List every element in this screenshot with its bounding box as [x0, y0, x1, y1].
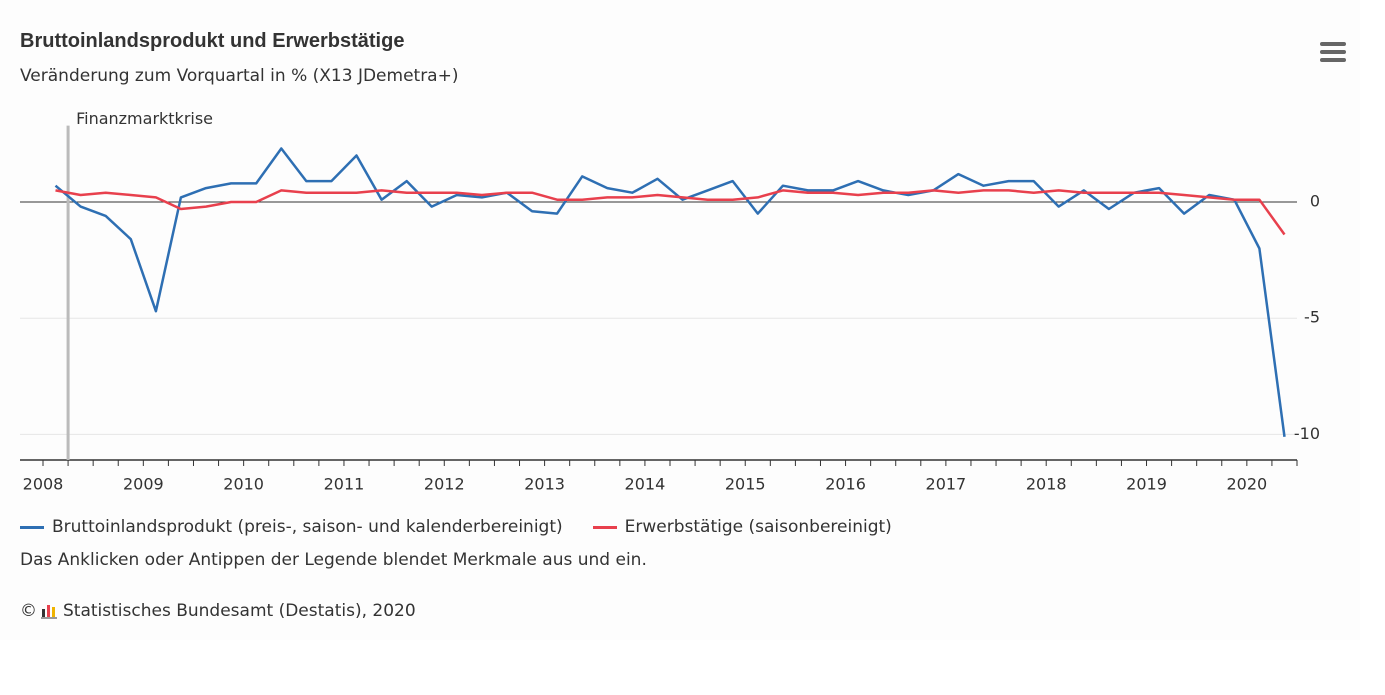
credits-text: Statistisches Bundesamt (Destatis), 2020	[63, 601, 416, 621]
x-tick-label: 2020	[1226, 475, 1267, 494]
x-tick-label: 2011	[324, 475, 365, 494]
x-tick-label: 2019	[1126, 475, 1167, 494]
chart-title: Bruttoinlandsprodukt und Erwerbstätige	[20, 30, 405, 52]
x-tick-label: 2014	[625, 475, 666, 494]
x-tick-label: 2016	[825, 475, 866, 494]
logo	[41, 605, 57, 619]
x-tick-label: 2017	[926, 475, 967, 494]
y-tick-label: 0	[1310, 192, 1320, 211]
x-tick-label: 2008	[23, 475, 64, 494]
legend-item[interactable]: Erwerbstätige (saisonbereinigt)	[592, 517, 892, 537]
legend-swatch	[592, 525, 617, 529]
legend-item[interactable]: Bruttoinlandsprodukt (preis-, saison- un…	[20, 517, 563, 537]
menu-button[interactable]	[1320, 42, 1346, 64]
legend-note: Das Anklicken oder Antippen der Legende …	[20, 550, 647, 570]
x-tick-label: 2013	[524, 475, 565, 494]
credits: © Statistisches Bundesamt (Destatis), 20…	[20, 601, 416, 621]
copyright-icon: ©	[20, 601, 37, 621]
annotation-label: Finanzmarktkrise	[76, 109, 213, 128]
y-tick-label: -10	[1294, 424, 1320, 443]
chart-container: Bruttoinlandsprodukt und Erwerbstätige V…	[20, 30, 1346, 621]
x-tick-label: 2010	[223, 475, 264, 494]
x-tick-label: 2018	[1026, 475, 1067, 494]
legend-label: Bruttoinlandsprodukt (preis-, saison- un…	[52, 517, 563, 537]
chart: -10 -5 0 2008 2009 2010 2011 2012 2013 2014 2015 20…	[20, 109, 1320, 494]
legend-label: Erwerbstätige (saisonbereinigt)	[624, 517, 892, 537]
legend: Bruttoinlandsprodukt (preis-, saison- un…	[20, 517, 892, 537]
legend-swatch	[20, 525, 44, 529]
data-line	[55, 189, 1286, 236]
x-tick-label: 2009	[123, 475, 164, 494]
x-tick-label: 2015	[725, 475, 766, 494]
chart-subtitle: Veränderung zum Vorquartal in % (X13 JDe…	[20, 66, 459, 86]
x-tick-label: 2012	[424, 475, 465, 494]
y-tick-label: -5	[1304, 308, 1320, 327]
